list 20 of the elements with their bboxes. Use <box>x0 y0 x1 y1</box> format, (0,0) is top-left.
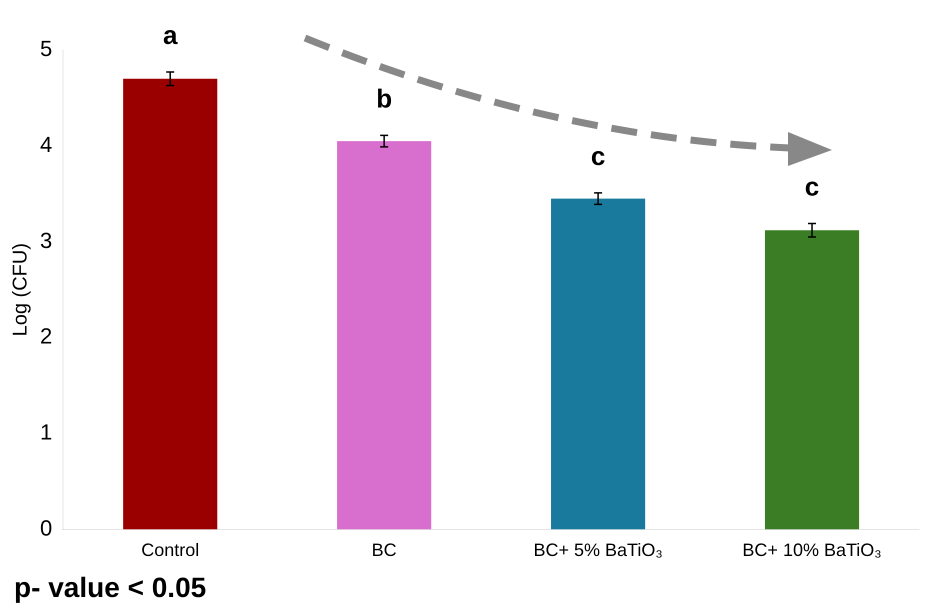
y-tick-label: 3 <box>40 228 52 253</box>
annotation: c <box>590 141 606 172</box>
x-tick-label: Control <box>141 540 200 560</box>
x-tick-label: BC+ 5% BaTiO₃ <box>533 540 663 560</box>
y-tick-label: 5 <box>40 36 52 62</box>
x-tick-label: BC+ 10% BaTiO₃ <box>742 540 882 560</box>
x-tick-label: BC <box>372 540 397 560</box>
bar <box>551 198 646 530</box>
bar <box>123 78 218 530</box>
y-tick-label: 1 <box>40 420 52 445</box>
y-tick-label: 4 <box>40 132 52 157</box>
y-tick-label: 2 <box>40 324 52 349</box>
annotation: b <box>376 84 392 114</box>
bar <box>337 141 432 530</box>
y-axis-title: Log (CFU) <box>10 243 32 336</box>
text: p- value < 0.05 <box>14 572 206 604</box>
bar <box>764 230 860 530</box>
y-tick-label: 0 <box>40 515 52 540</box>
annotation: a <box>162 20 178 50</box>
annotation: c <box>804 172 820 202</box>
